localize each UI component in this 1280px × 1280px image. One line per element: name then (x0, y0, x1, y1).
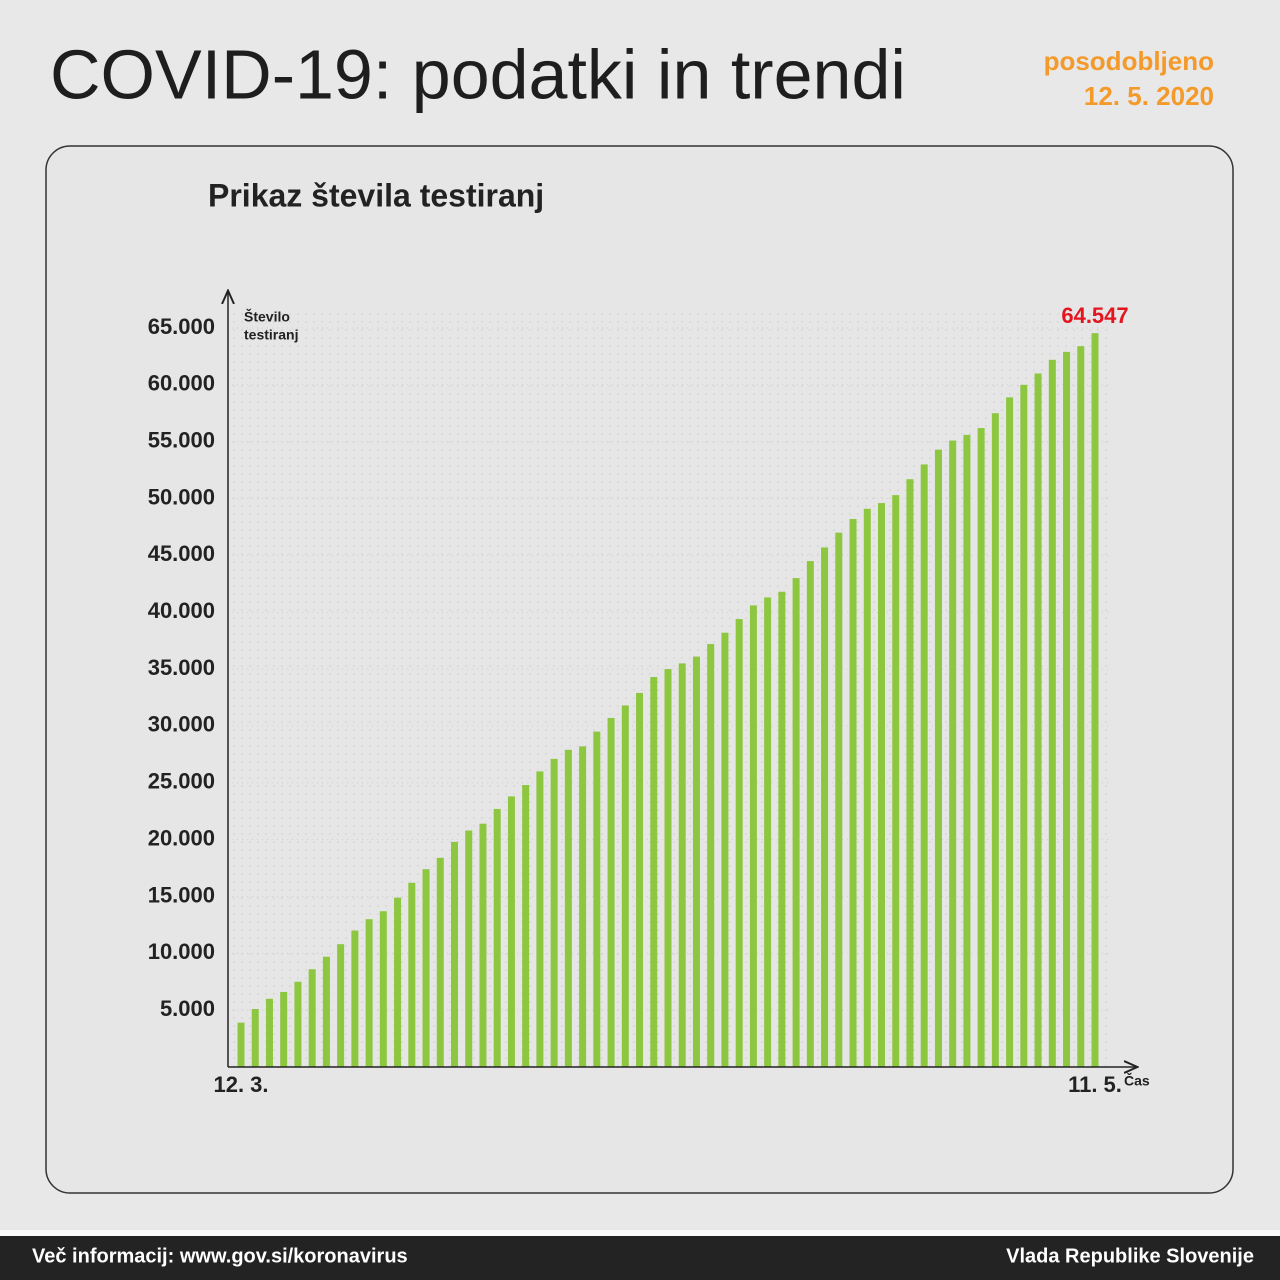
bar (394, 897, 402, 1067)
bar (1063, 351, 1071, 1068)
bar (1006, 397, 1014, 1067)
y-axis-label: Število (244, 308, 290, 325)
footer (0, 1236, 1280, 1280)
bar (550, 758, 558, 1067)
bar (892, 495, 900, 1067)
bar (934, 449, 942, 1067)
bar (436, 857, 444, 1067)
bar (422, 869, 430, 1067)
footer-link: Več informacij: www.gov.si/koronavirus (32, 1245, 408, 1267)
updated-label: posodobljeno (1044, 46, 1214, 76)
x-axis-label: Čas (1124, 1072, 1150, 1089)
bar (1034, 373, 1042, 1067)
plot: 5.000 10.000 15.000 20.000 25.000 30.000 35.00… (148, 303, 1129, 1097)
bar (735, 619, 743, 1067)
bar (365, 919, 373, 1067)
y-tick-label: 65.000 (148, 314, 215, 339)
bar (749, 605, 757, 1067)
bar (237, 1022, 245, 1067)
bar (593, 731, 601, 1067)
bar (636, 692, 644, 1067)
y-tick-label: 40.000 (148, 598, 215, 623)
bar (1091, 333, 1099, 1067)
bar (322, 956, 330, 1067)
bar (251, 1009, 259, 1067)
bar (1077, 346, 1085, 1067)
bar (308, 969, 316, 1067)
updated-date: 12. 5. 2020 (1084, 81, 1214, 111)
y-tick-label: 15.000 (148, 882, 215, 907)
bar (564, 749, 572, 1067)
bar (465, 830, 473, 1067)
y-tick-label: 35.000 (148, 655, 215, 680)
bar (1048, 359, 1056, 1067)
bar (835, 532, 843, 1067)
bar (451, 841, 458, 1067)
y-tick-label: 25.000 (148, 769, 215, 794)
bar (650, 677, 658, 1067)
bar (721, 632, 729, 1067)
y-tick-label: 20.000 (148, 825, 215, 850)
page-title: COVID-19: podatki in trendi (50, 35, 906, 113)
y-tick-label: 5.000 (160, 996, 215, 1021)
bar (265, 998, 273, 1067)
bar (664, 669, 672, 1067)
bar (479, 823, 487, 1067)
bar (607, 717, 615, 1067)
bar (920, 464, 928, 1067)
bar (792, 578, 800, 1067)
value-label: 64.547 (1061, 303, 1128, 328)
bar (778, 591, 786, 1067)
x-tick-label: 11. 5. (1068, 1072, 1122, 1097)
bar (522, 785, 530, 1067)
bar (280, 991, 288, 1067)
y-tick-label: 30.000 (148, 712, 215, 737)
y-axis-label: testiranj (244, 327, 298, 343)
bar (621, 705, 629, 1067)
bar (906, 479, 914, 1067)
bar (878, 503, 885, 1067)
bar (678, 663, 686, 1067)
bar (991, 413, 999, 1067)
bar (579, 746, 587, 1067)
bar (863, 508, 871, 1068)
y-tick-label: 55.000 (148, 428, 215, 453)
bar (963, 434, 971, 1068)
bar (408, 882, 416, 1067)
bar (507, 796, 515, 1067)
bar (977, 428, 985, 1068)
footer-credit: Vlada Republike Slovenije (1006, 1245, 1254, 1267)
bar (692, 656, 700, 1067)
bar (707, 644, 715, 1067)
y-tick-label: 60.000 (148, 371, 215, 396)
bar (1020, 384, 1028, 1067)
bar (806, 561, 814, 1067)
bar (821, 547, 829, 1067)
bar (337, 944, 345, 1067)
y-tick-label: 45.000 (148, 541, 215, 566)
chart-title: Prikaz števila testiranj (208, 177, 544, 213)
bar (294, 981, 302, 1067)
bar (849, 519, 857, 1067)
bar (764, 597, 772, 1067)
bar (949, 440, 957, 1067)
bar (493, 808, 501, 1067)
bar (379, 911, 387, 1067)
y-tick-label: 10.000 (148, 939, 215, 964)
x-tick-label: 12. 3. (213, 1072, 268, 1097)
bar (536, 771, 544, 1067)
y-tick-label: 50.000 (148, 484, 215, 509)
footer-strip (0, 1230, 1280, 1236)
bar (351, 930, 359, 1067)
